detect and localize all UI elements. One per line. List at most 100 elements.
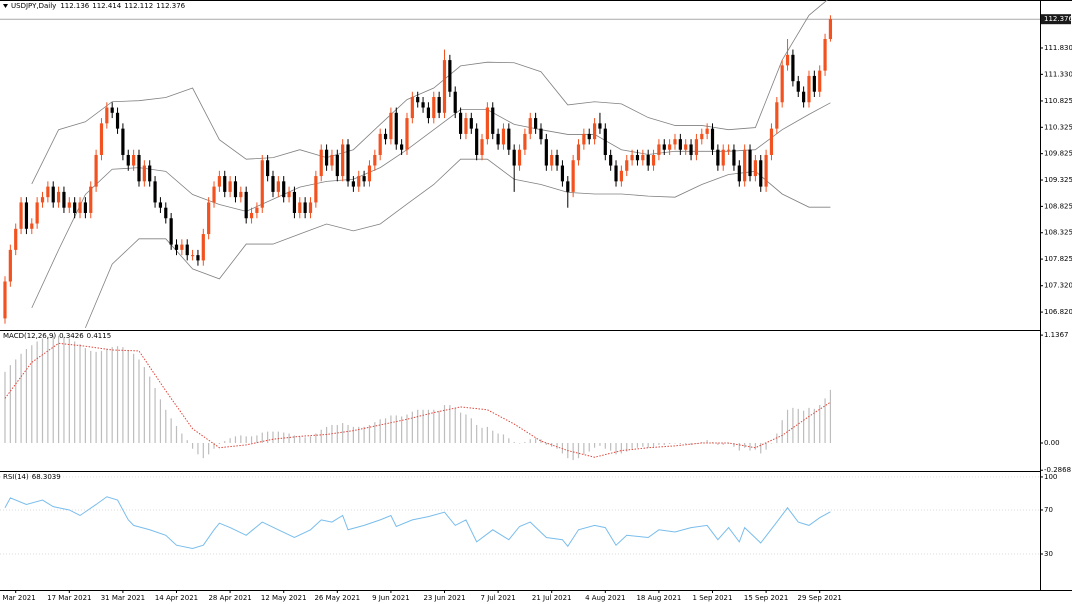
candle-body [684,144,688,150]
candle-body [630,154,634,161]
macd-bar [647,443,649,448]
macd-bar [9,365,11,443]
macd-bar [272,431,274,443]
y-tick-label: 106.820 [1044,308,1072,316]
candle-body [426,107,431,119]
candle-body [743,149,747,182]
macd-bar [588,443,590,452]
candle-body [705,128,709,134]
y-tick-label: 109.325 [1044,176,1072,184]
candle-body [619,170,623,182]
candle-body [512,149,516,166]
candle-body [132,154,136,166]
candle-body [378,133,382,155]
macd-bar [454,407,456,443]
macd-bar [422,409,424,443]
macd-bar [304,437,306,443]
macd-bar [15,359,17,443]
candle-body [716,149,720,166]
x-tick-label: 14 Apr 2021 [155,594,198,602]
candle-body [469,118,473,129]
candle-body [357,176,361,187]
y-tick-label: 108.325 [1044,229,1072,237]
candle-body [207,202,211,235]
candle-body [94,154,98,187]
candle-body [298,202,302,213]
macd-bar [52,335,54,443]
candle-body [587,133,591,140]
last-price-label: 112.376 [1044,15,1072,23]
candle-body [217,176,221,187]
macd-bar [347,424,349,443]
candle-body [475,128,479,155]
candle-body [78,202,82,213]
macd-bar [245,436,247,443]
macd-bar [250,436,253,443]
macd-bar [90,350,92,443]
macd-header: MACD(12,26,9) 0.3426 0.4115 [3,332,111,340]
candle-body [748,149,752,177]
header-arrow [3,4,8,8]
macd-bar [133,353,135,443]
macd-bar [288,433,290,443]
candle-body [464,118,468,134]
macd-bar [717,443,719,445]
x-tick-label: 31 Mar 2021 [101,594,145,602]
macd-bar [143,367,145,443]
candle-body [46,186,50,198]
macd-bar [738,443,740,451]
candle-body [314,176,318,203]
candle-body [791,54,795,82]
macd-bar [449,405,451,443]
macd-bar [792,407,794,443]
macd-bar [754,443,756,450]
header-low: 112.112 [124,2,153,10]
macd-bar [234,436,237,443]
candle-body [726,149,731,151]
macd-bar [379,419,381,443]
candle-body [673,139,677,145]
candle-body [528,118,532,134]
candle-body [115,112,120,129]
candle-body [19,202,23,229]
macd-bar [803,410,805,443]
macd-bar [57,335,60,443]
candle-body [169,218,173,245]
candle-body [796,81,800,92]
macd-bar [813,408,815,443]
macd-bar [267,431,269,443]
x-tick-label: 9 Jun 2021 [372,594,410,602]
candle-body [828,18,833,40]
candle-body [802,91,806,103]
macd-bar [443,405,446,443]
macd-bar [829,389,832,443]
macd-bar [620,443,622,454]
candle-body [196,255,200,261]
candle-body [319,149,323,177]
y-tick-label: 100 [1044,473,1057,481]
macd-bar [486,426,488,443]
macd-bar [213,443,215,449]
candle-body [201,234,205,261]
macd-bar [293,435,296,443]
macd-bar [197,443,199,455]
macd-bar [524,442,526,443]
header-close: 112.376 [156,2,185,10]
candle-body [657,144,661,155]
x-tick-label: 18 Aug 2021 [636,594,681,602]
y-tick-label: 109.825 [1044,150,1072,158]
macd-bar [765,443,767,450]
candle-body [753,160,757,177]
macd-bar [593,443,596,448]
candle-body [491,107,495,134]
candle-body [308,202,313,213]
macd-bar [626,443,628,452]
x-tick-label: 29 Sep 2021 [798,594,842,602]
y-tick-label: 1.1367 [1044,331,1069,339]
symbol: USDJPY,Daily [11,2,56,10]
candle-body [24,202,29,229]
candle-body [775,102,779,129]
candle-body [566,181,570,192]
candle-body [51,186,55,203]
